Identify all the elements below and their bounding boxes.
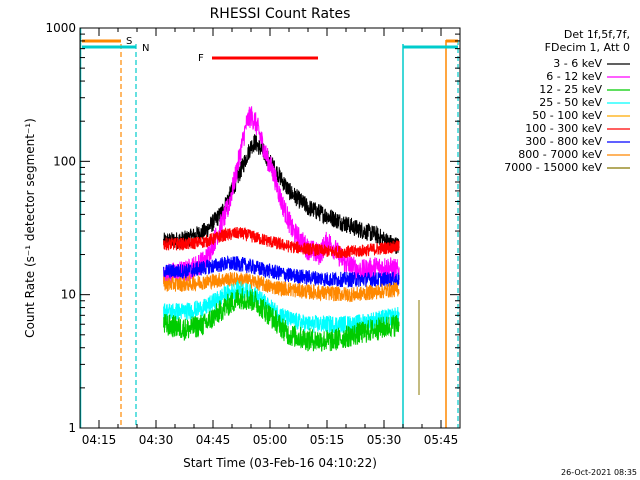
series-layer	[163, 106, 400, 352]
annotation-layer: SN F	[79, 28, 459, 428]
chart-title: RHESSI Count Rates	[210, 6, 351, 22]
legend-entry-label: 300 - 800 keV	[525, 135, 602, 148]
x-axis-label: Start Time (03-Feb-16 04:10:22)	[183, 456, 377, 470]
y-axis-label: Count Rate (s⁻¹ detector segment⁻¹)	[23, 118, 37, 338]
y-tick-label: 100	[53, 154, 76, 168]
x-tick-label: 04:45	[196, 433, 231, 447]
night-label: N	[142, 43, 149, 54]
legend-entry-label: 3 - 6 keV	[553, 57, 602, 70]
x-tick-label: 05:30	[367, 433, 402, 447]
legend-entry-label: 800 - 7000 keV	[518, 148, 602, 161]
legend-entry-label: 6 - 12 keV	[546, 70, 602, 83]
legend-entry-label: 100 - 300 keV	[525, 122, 602, 135]
axis-layer: 04:15 04:30 04:45 05:00 05:15 05:30 05:45 1 10 10…	[45, 21, 461, 447]
x-tick-label: 04:15	[82, 433, 117, 447]
x-tick-label: 05:00	[253, 433, 288, 447]
legend-entry-label: 25 - 50 keV	[539, 96, 602, 109]
x-tick-label: 05:45	[424, 433, 459, 447]
series-6-12-kev-line	[163, 106, 400, 287]
legend-header-line1: Det 1f,5f,7f,	[564, 28, 630, 41]
y-tick-label: 1000	[45, 21, 76, 35]
legend-entry-label: 12 - 25 keV	[539, 83, 602, 96]
saa-label: S	[126, 36, 132, 47]
y-tick-label: 1	[68, 421, 76, 435]
legend-header-line2: FDecim 1, Att 0	[545, 41, 630, 54]
timestamp: 26-Oct-2021 08:35	[561, 468, 637, 477]
legend: Det 1f,5f,7f, FDecim 1, Att 0 3 - 6 keV6…	[504, 28, 630, 174]
x-tick-label: 04:30	[139, 433, 174, 447]
series-100-300-kev-line	[163, 226, 400, 259]
legend-entry-label: 7000 - 15000 keV	[504, 161, 602, 174]
series-300-800-kev-line	[163, 255, 400, 288]
flare-label: F	[198, 53, 204, 64]
y-tick-label: 10	[61, 288, 76, 302]
legend-entry-label: 50 - 100 keV	[532, 109, 602, 122]
x-tick-label: 05:15	[310, 433, 345, 447]
series-800-7000-kev-line	[163, 272, 400, 303]
series-12-25-kev-line	[163, 288, 400, 352]
